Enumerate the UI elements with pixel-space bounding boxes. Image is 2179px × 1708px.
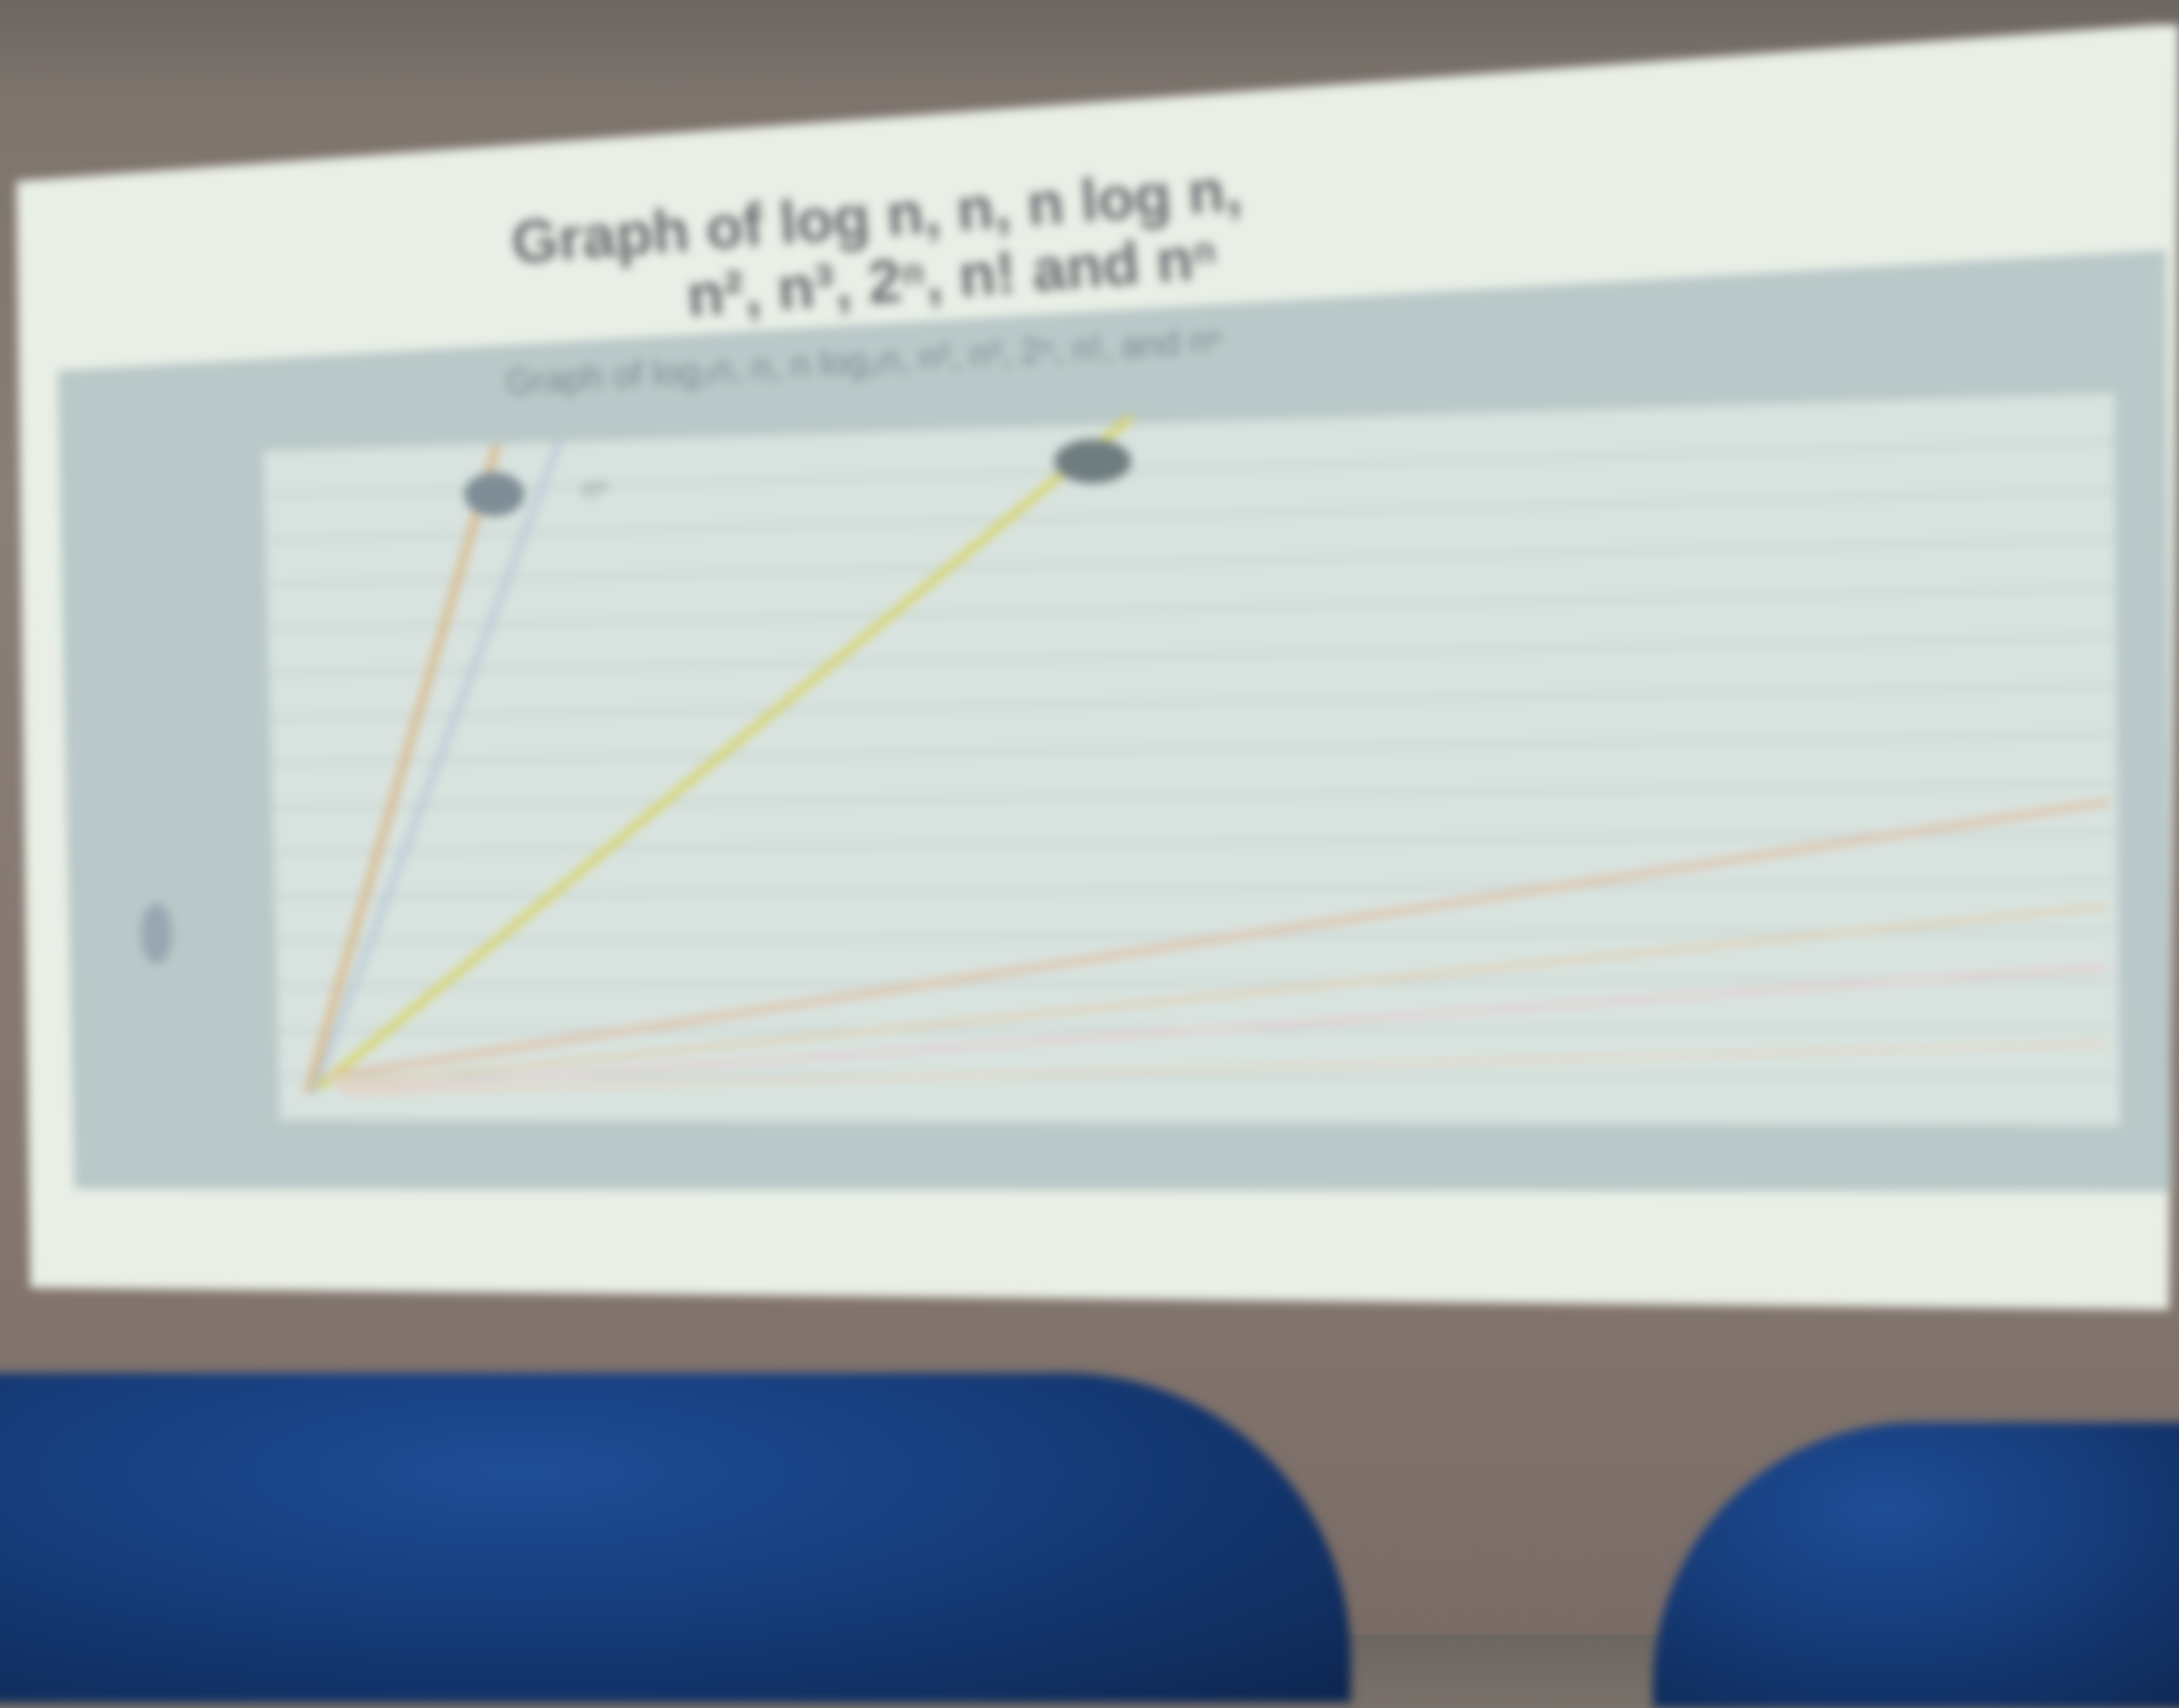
gridline — [269, 489, 2115, 542]
curve-2n — [316, 414, 1134, 1091]
seat-back-left — [0, 1373, 1351, 1703]
gridline — [269, 684, 2115, 720]
curve-nn — [304, 444, 501, 1094]
marker-nn — [464, 472, 524, 516]
curve-n3 — [329, 799, 2109, 1080]
projected-slide — [16, 25, 2179, 1310]
curve-n — [345, 1041, 2109, 1096]
curve-nlogn — [340, 964, 2109, 1093]
gridline — [269, 391, 2115, 452]
curve-n-factorial — [310, 438, 563, 1095]
gridline — [269, 440, 2115, 496]
gridline — [269, 880, 2115, 898]
plot-area — [264, 393, 2120, 1126]
marker-y-label — [141, 903, 172, 964]
curve-n2 — [334, 903, 2109, 1087]
gridline — [269, 929, 2115, 944]
marker-2n — [1054, 439, 1131, 483]
gridline — [269, 978, 2115, 988]
gridline — [269, 733, 2115, 764]
gridline — [269, 538, 2115, 586]
gridline — [269, 1119, 2115, 1127]
gridline — [269, 831, 2115, 854]
curve-label-nn: nⁿ — [582, 473, 608, 505]
gridline — [269, 587, 2115, 630]
gridlines — [269, 391, 2115, 1127]
photo-scene: Graph of log n, n, n log n, n², n³, 2ⁿ, … — [0, 25, 2179, 1708]
gridline — [269, 782, 2115, 810]
gridline — [269, 635, 2115, 676]
